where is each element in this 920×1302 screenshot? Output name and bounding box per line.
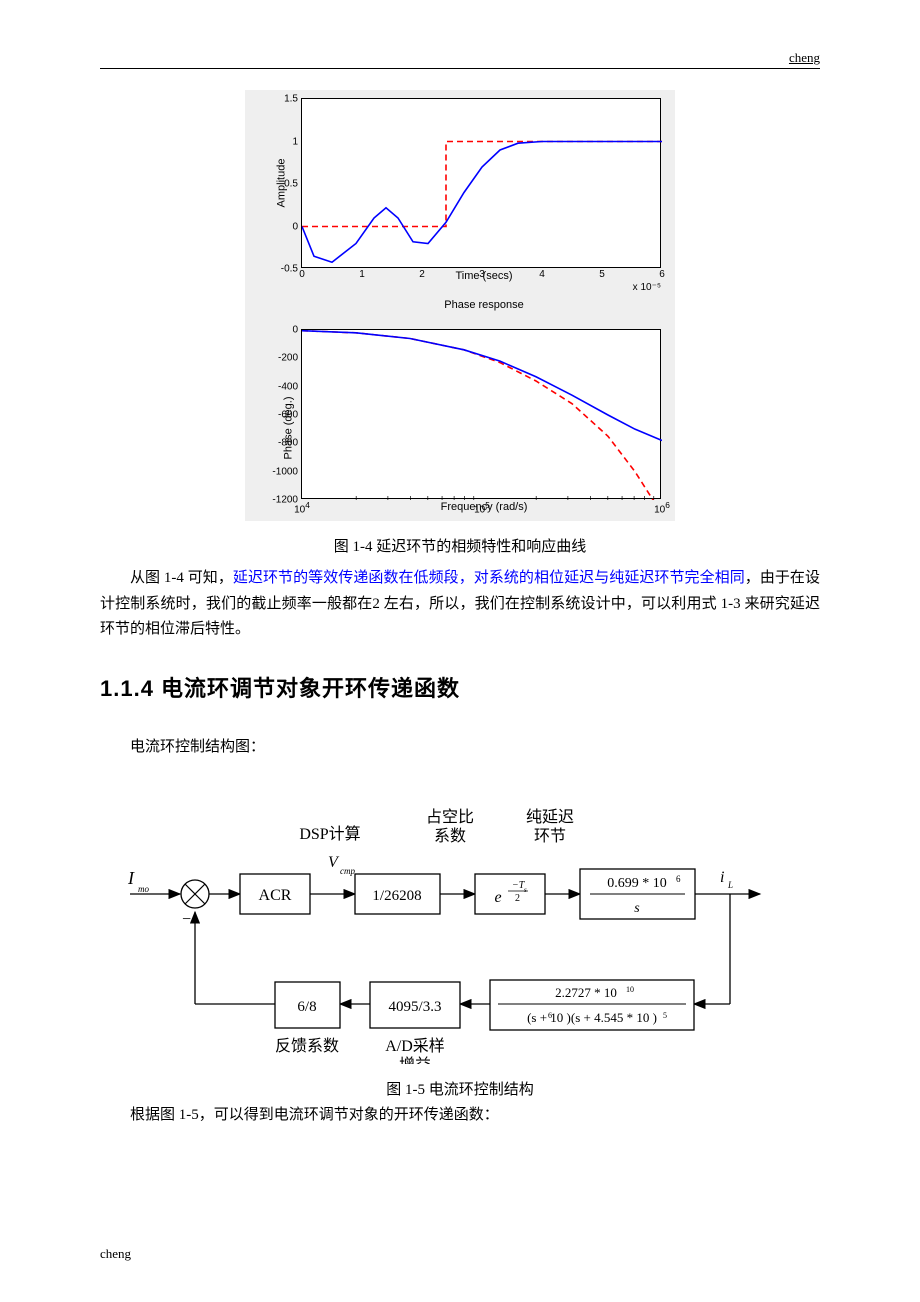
text-filt-den: (s + 10 )(s + 4.545 * 10 ): [527, 1010, 657, 1025]
chart2-wrap: Phase (deg.) -1200-1000-800-600-400-2000…: [253, 329, 667, 499]
figure-1-5-diagram: DSP计算 占空比 系数 纯延迟 环节 I mo − ACR V cmp 1/2…: [120, 774, 820, 1064]
fig14-caption: 图 1-4 延迟环节的相频特性和响应曲线: [100, 535, 820, 556]
text-ad: 4095/3.3: [389, 999, 442, 1015]
header-rule: [100, 68, 820, 69]
text-plant-num-exp: 6: [676, 874, 681, 884]
box-delay: [475, 874, 545, 914]
section-heading: 1.1.4 电流环调节对象开环传递函数: [100, 671, 820, 703]
label-duty1: 占空比: [426, 808, 474, 826]
text-k1: 1/26208: [372, 888, 421, 904]
text-filt-num-exp: 10: [626, 985, 634, 994]
text-acr: ACR: [259, 887, 292, 904]
text-filt-num: 2.2727 * 10: [555, 985, 617, 1000]
label-I: I: [127, 868, 135, 888]
text-delay-exp2: s: [524, 886, 527, 894]
label-vcmp-sub: cmp: [340, 866, 355, 876]
figure-1-4: Amplitude -0.500.511.50123456 Time (secs…: [100, 90, 820, 521]
label-adgain2: 增益: [399, 1056, 431, 1064]
label-iL: i: [720, 869, 724, 886]
paragraph-2: 根据图 1-5，可以得到电流环调节对象的开环传递函数：: [100, 1103, 820, 1129]
label-delay2: 环节: [534, 827, 566, 845]
label-duty2: 系数: [434, 827, 466, 845]
chart2-title: Phase response: [301, 299, 667, 311]
paragraph-1: 从图 1-4 可知，延迟环节的等效传递函数在低频段，对系统的相位延迟与纯延迟环节…: [100, 566, 820, 643]
text-delay-e: e: [494, 889, 501, 906]
chart2-plot: -1200-1000-800-600-400-2000104105106: [301, 329, 661, 499]
para1-blue: 延迟环节的等效传递函数在低频段，对系统的相位延迟与纯延迟环节完全相同: [233, 570, 745, 586]
text-fb: 6/8: [297, 999, 316, 1015]
chart1-wrap: Amplitude -0.500.511.50123456: [253, 98, 667, 268]
label-fbcoef: 反馈系数: [275, 1037, 339, 1055]
label-I-sub: mo: [138, 884, 149, 894]
label-adgain1: A/D采样: [385, 1037, 445, 1055]
text-filt-den-e1: 6: [548, 1011, 552, 1020]
label-dsp: DSP计算: [299, 824, 360, 843]
footer-text: cheng: [100, 1246, 131, 1262]
chart-container: Amplitude -0.500.511.50123456 Time (secs…: [245, 90, 675, 521]
chart1-plot: -0.500.511.50123456: [301, 98, 661, 268]
text-delay-exp3: 2: [515, 893, 520, 904]
para1-pre: 从图 1-4 可知，: [130, 570, 233, 586]
text-filt-den-e2: 5: [663, 1011, 667, 1020]
label-iL-sub: L: [727, 880, 733, 890]
label-vcmp: V: [328, 854, 340, 871]
chart2-ylabel: Phase (deg.): [282, 396, 294, 459]
text-plant-num: 0.699 * 10: [607, 876, 667, 891]
header-author: cheng: [789, 50, 820, 66]
subpara: 电流环控制结构图：: [130, 735, 820, 756]
label-minus: −: [182, 911, 191, 928]
label-delay1: 纯延迟: [526, 808, 574, 826]
chart1-xmult: x 10⁻⁵: [301, 282, 661, 293]
text-plant-den: s: [634, 901, 640, 916]
fig15-caption: 图 1-5 电流环控制结构: [100, 1078, 820, 1099]
